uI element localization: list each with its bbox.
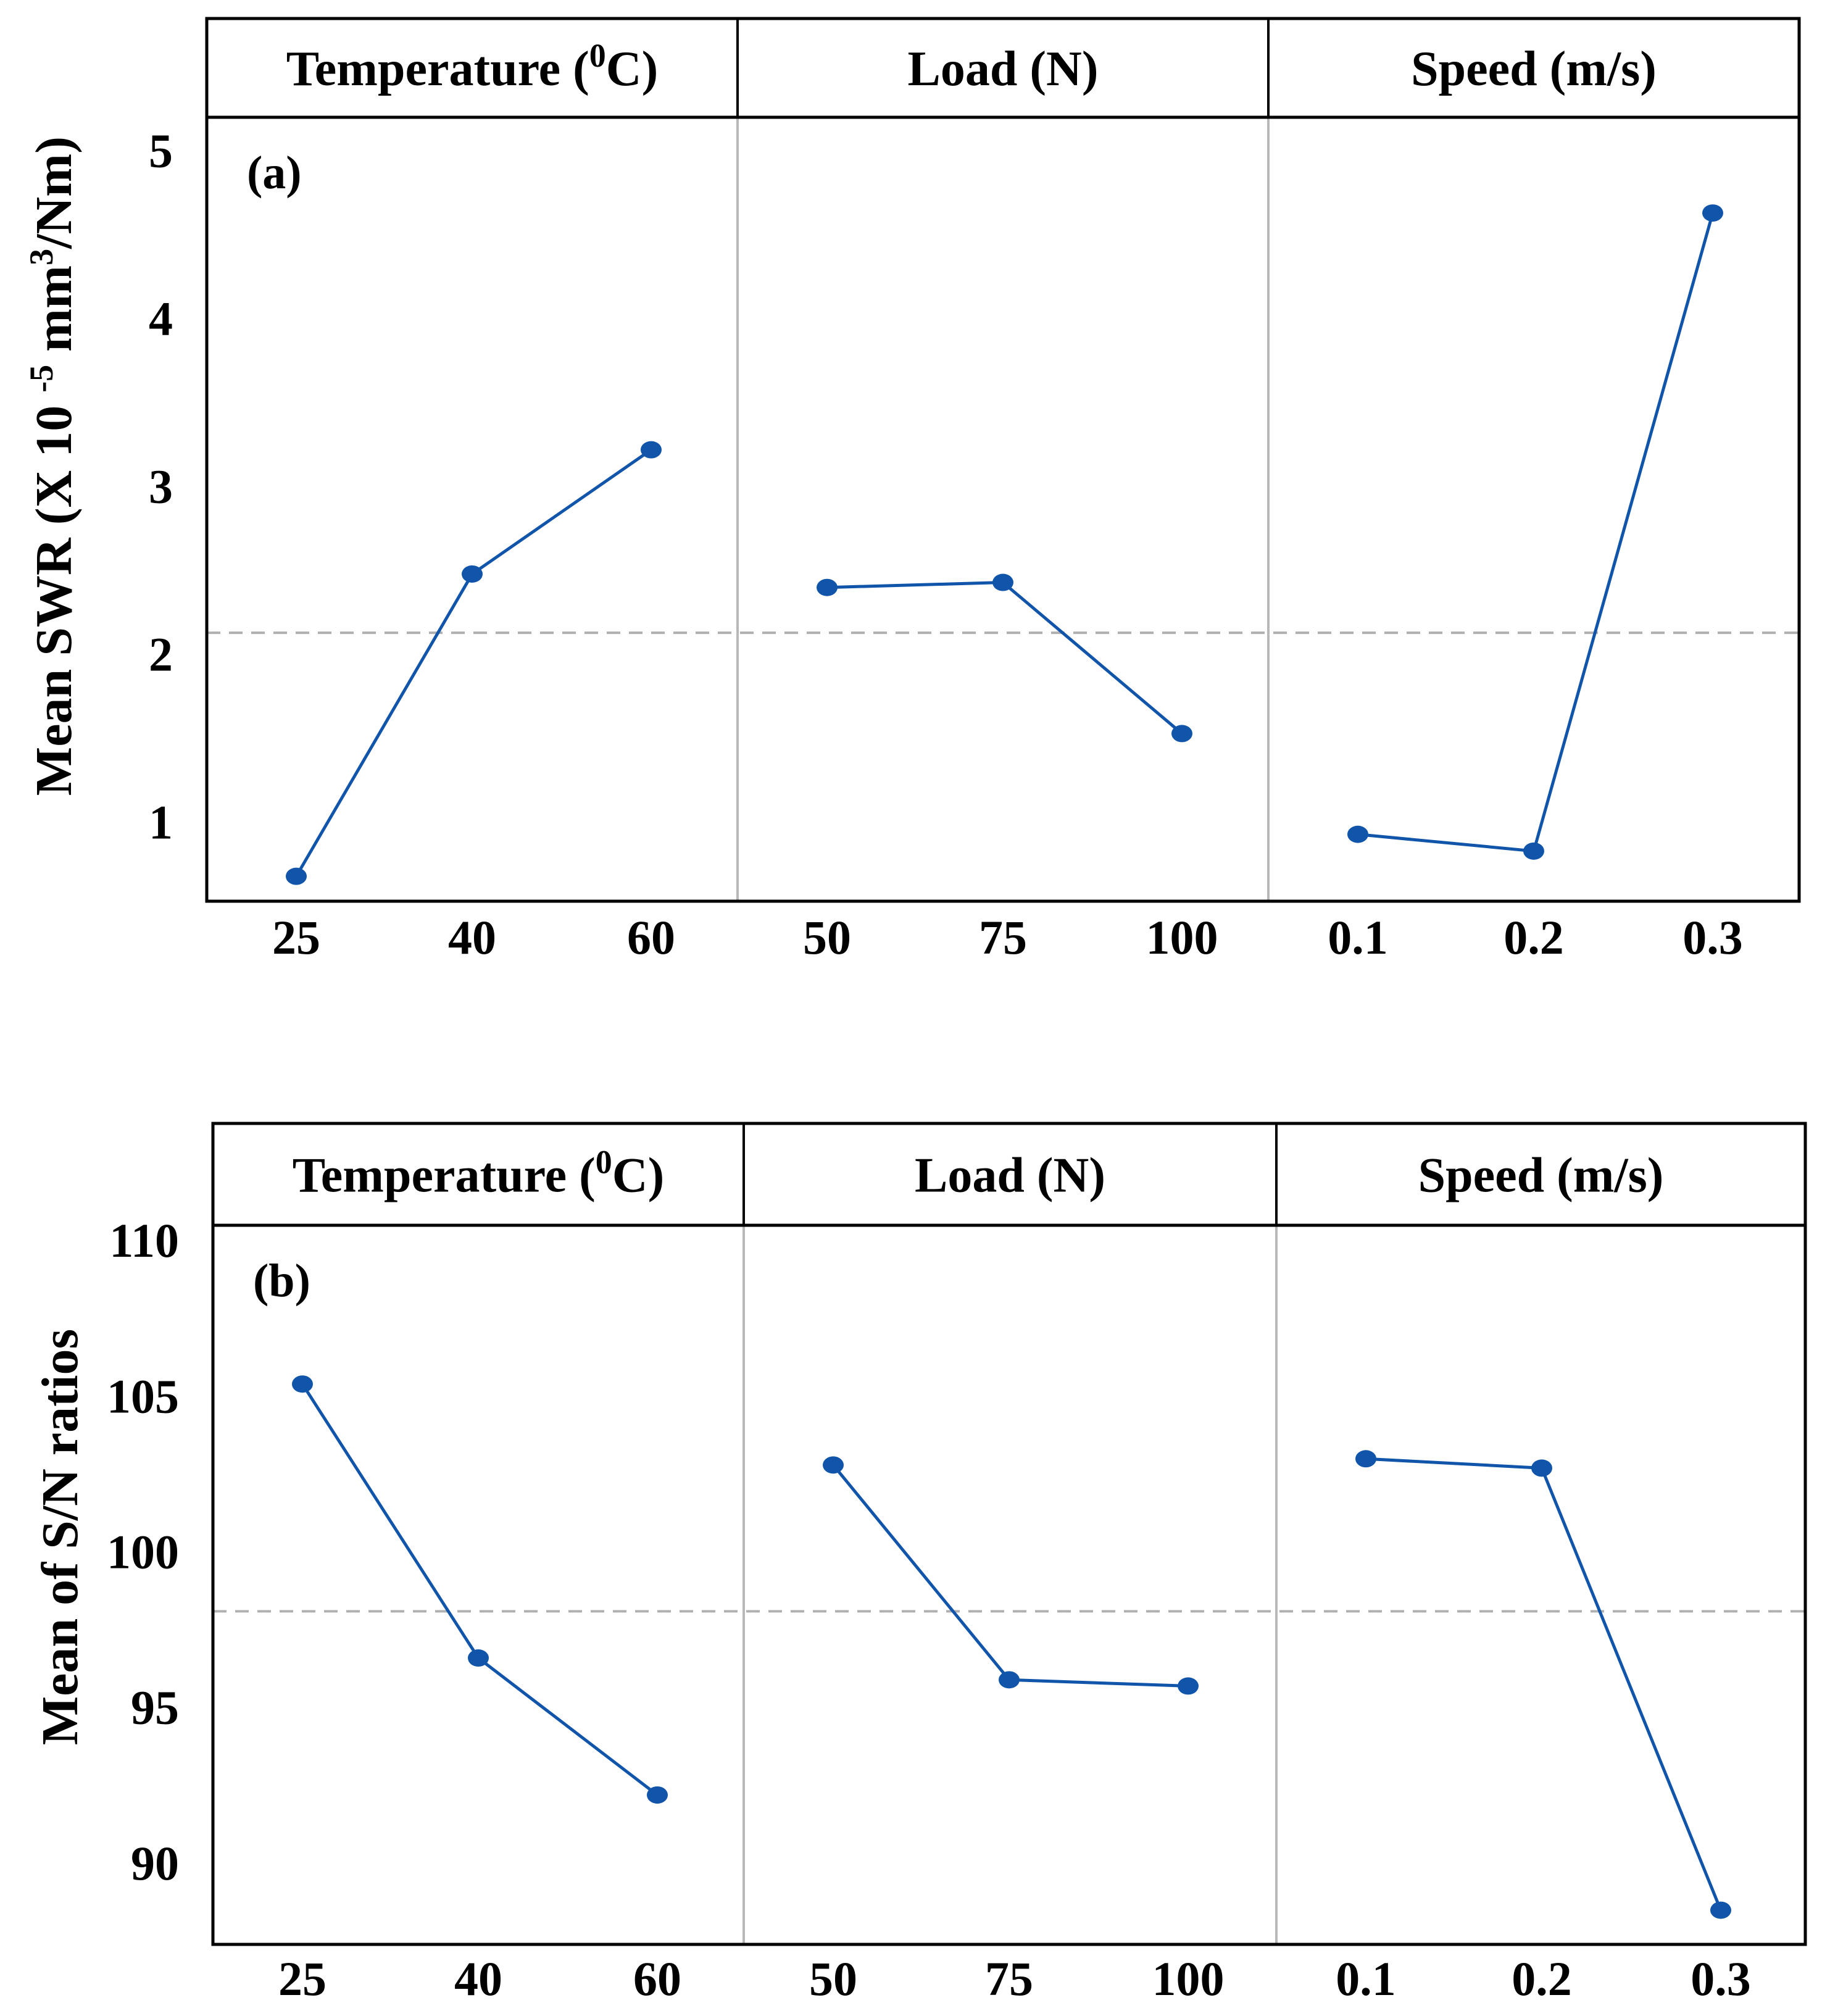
y-axis-label: Mean SWR (X 10 -5 mm3/Nm) <box>23 136 83 796</box>
x-tick-label: 75 <box>985 1952 1033 2006</box>
plot-frame <box>205 17 1801 903</box>
x-tick-label: 75 <box>979 910 1027 964</box>
series-line-load <box>832 1464 1189 1688</box>
y-tick-label: 3 <box>149 459 173 513</box>
y-tick-label: 90 <box>131 1836 179 1890</box>
data-point <box>817 578 838 596</box>
x-tick-label: 0.3 <box>1691 1952 1751 2006</box>
data-point <box>992 573 1013 591</box>
y-tick-label: 110 <box>109 1214 179 1267</box>
series-line-load <box>826 581 1183 735</box>
y-axis-label: Mean of S/N ratios <box>31 1329 89 1745</box>
x-tick-label: 60 <box>627 910 675 964</box>
factor-header-temperature: Temperature (0C) <box>293 1144 664 1203</box>
x-tick-label: 40 <box>454 1952 502 2006</box>
x-tick-label: 0.3 <box>1682 910 1743 964</box>
data-point <box>1171 725 1192 743</box>
factor-header-speed: Speed (m/s) <box>1411 42 1657 96</box>
data-point <box>1347 825 1368 843</box>
y-tick-label: 105 <box>107 1369 179 1423</box>
x-tick-label: 60 <box>633 1952 681 2006</box>
chart-panel-a: 1 2 3 4 5 Mean SWR (X 10 -5 mm3/Nm) (a) Tempera… <box>23 17 1801 964</box>
x-tick-label: 50 <box>809 1952 857 2006</box>
data-point <box>647 1786 668 1804</box>
y-tick-label: 1 <box>149 796 173 849</box>
data-point <box>1710 1901 1731 1919</box>
factor-header-load: Load (N) <box>908 42 1099 96</box>
x-tick-label: 100 <box>1146 910 1218 964</box>
panel-label: (b) <box>253 1255 310 1307</box>
data-point <box>462 565 483 583</box>
series-line-temperature <box>294 448 652 877</box>
x-tick-label: 25 <box>278 1952 326 2006</box>
factor-header-load: Load (N) <box>915 1149 1105 1203</box>
y-tick-label: 100 <box>107 1525 179 1579</box>
y-tick-label: 95 <box>131 1681 179 1735</box>
series-line-speed <box>1365 1457 1723 1911</box>
data-point <box>1523 842 1544 860</box>
x-tick-label: 0.2 <box>1504 910 1564 964</box>
y-tick-label: 5 <box>149 123 173 177</box>
series-line-temperature <box>301 1383 659 1796</box>
x-tick-label: 25 <box>272 910 320 964</box>
x-tick-label: 100 <box>1152 1952 1225 2006</box>
data-point <box>468 1649 489 1667</box>
data-point <box>1178 1677 1199 1695</box>
panel-label: (a) <box>247 147 302 199</box>
x-tick-label: 0.1 <box>1328 910 1388 964</box>
data-point <box>1355 1450 1376 1468</box>
data-point <box>1531 1459 1552 1477</box>
x-tick-label: 50 <box>803 910 851 964</box>
data-point <box>1702 204 1723 222</box>
data-point <box>999 1671 1020 1689</box>
y-tick-label: 2 <box>149 628 173 681</box>
x-tick-label: 0.1 <box>1336 1952 1396 2006</box>
data-point <box>286 867 307 885</box>
data-point <box>823 1456 844 1474</box>
y-tick-label: 4 <box>149 291 173 345</box>
factor-header-temperature: Temperature (0C) <box>286 37 658 96</box>
x-tick-label: 0.2 <box>1512 1952 1572 2006</box>
data-point <box>292 1375 313 1393</box>
chart-panel-b: 90 95 100 105 110 Mean of S/N ratios (b) Temper… <box>31 1122 1807 2006</box>
factor-header-speed: Speed (m/s) <box>1418 1149 1664 1203</box>
series-line-speed <box>1357 212 1715 853</box>
plot-frame <box>211 1122 1807 1946</box>
data-point <box>641 441 662 459</box>
x-tick-label: 40 <box>448 910 496 964</box>
